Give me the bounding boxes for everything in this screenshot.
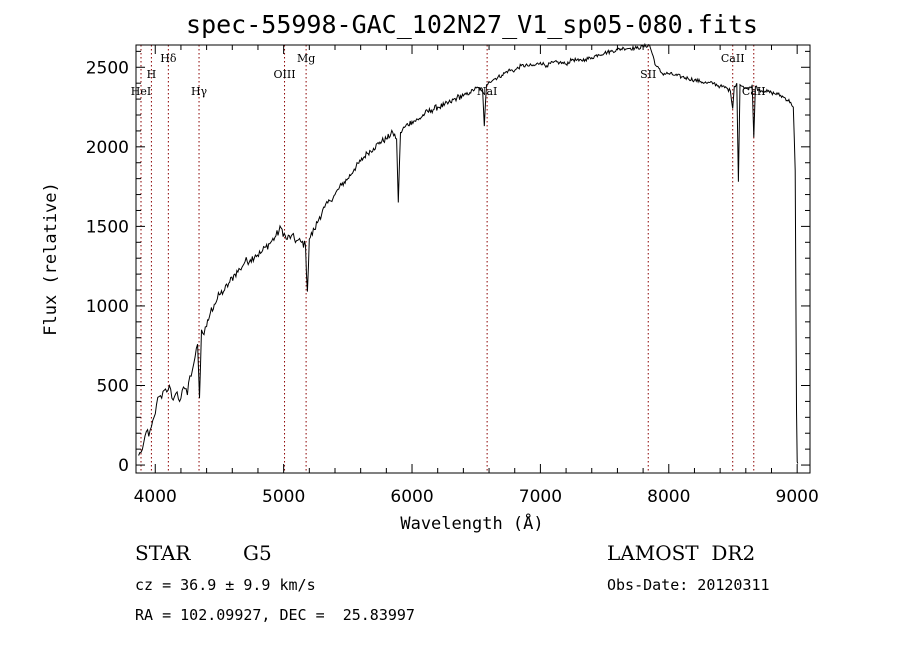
survey-name: LAMOST DR2 bbox=[607, 541, 755, 565]
obs-date: Obs-Date: 20120311 bbox=[607, 576, 770, 594]
marker-label-3: Hγ bbox=[191, 85, 208, 98]
y-tick-label-3: 1500 bbox=[86, 217, 129, 237]
spectrum-line bbox=[138, 42, 799, 464]
x-tick-label-3: 7000 bbox=[519, 487, 562, 507]
x-axis-ticks: 4000 5000 6000 7000 8000 9000 bbox=[134, 45, 819, 507]
x-tick-label-4: 8000 bbox=[647, 487, 690, 507]
x-tick-label-5: 9000 bbox=[776, 487, 819, 507]
y-tick-label-0: 0 bbox=[118, 456, 129, 476]
marker-label-6: NaI bbox=[477, 85, 498, 98]
plot-frame bbox=[135, 44, 811, 474]
chart-title: spec-55998-GAC_102N27_V1_sp05-080.fits bbox=[186, 10, 758, 39]
marker-label-8: CaII bbox=[721, 52, 745, 65]
x-axis-label: Wavelength (Å) bbox=[400, 512, 543, 534]
x-tick-label-1: 5000 bbox=[262, 487, 305, 507]
y-tick-label-1: 500 bbox=[97, 376, 129, 396]
marker-label-1: H bbox=[147, 68, 157, 81]
x-tick-label-2: 6000 bbox=[390, 487, 433, 507]
marker-label-2: Hδ bbox=[160, 52, 177, 65]
y-tick-label-5: 2500 bbox=[86, 58, 129, 78]
object-class: STAR bbox=[135, 541, 191, 565]
y-tick-label-4: 2000 bbox=[86, 138, 129, 158]
y-tick-label-2: 1000 bbox=[86, 297, 129, 317]
spectral-subclass: G5 bbox=[243, 541, 272, 565]
y-axis-ticks: 0 500 1000 1500 2000 2500 bbox=[86, 50, 810, 476]
marker-label-0: HeI bbox=[131, 85, 151, 98]
x-tick-label-0: 4000 bbox=[134, 487, 177, 507]
marker-label-9: CaII bbox=[742, 85, 766, 98]
marker-label-7: SII bbox=[640, 68, 656, 81]
redshift-text: cz = 36.9 ± 9.9 km/s bbox=[135, 576, 316, 594]
y-axis-label: Flux (relative) bbox=[41, 182, 61, 336]
marker-label-5: Mg bbox=[297, 52, 315, 65]
marker-label-4: OIII bbox=[274, 68, 296, 81]
coordinates: RA = 102.09927, DEC = 25.83997 bbox=[135, 606, 415, 624]
